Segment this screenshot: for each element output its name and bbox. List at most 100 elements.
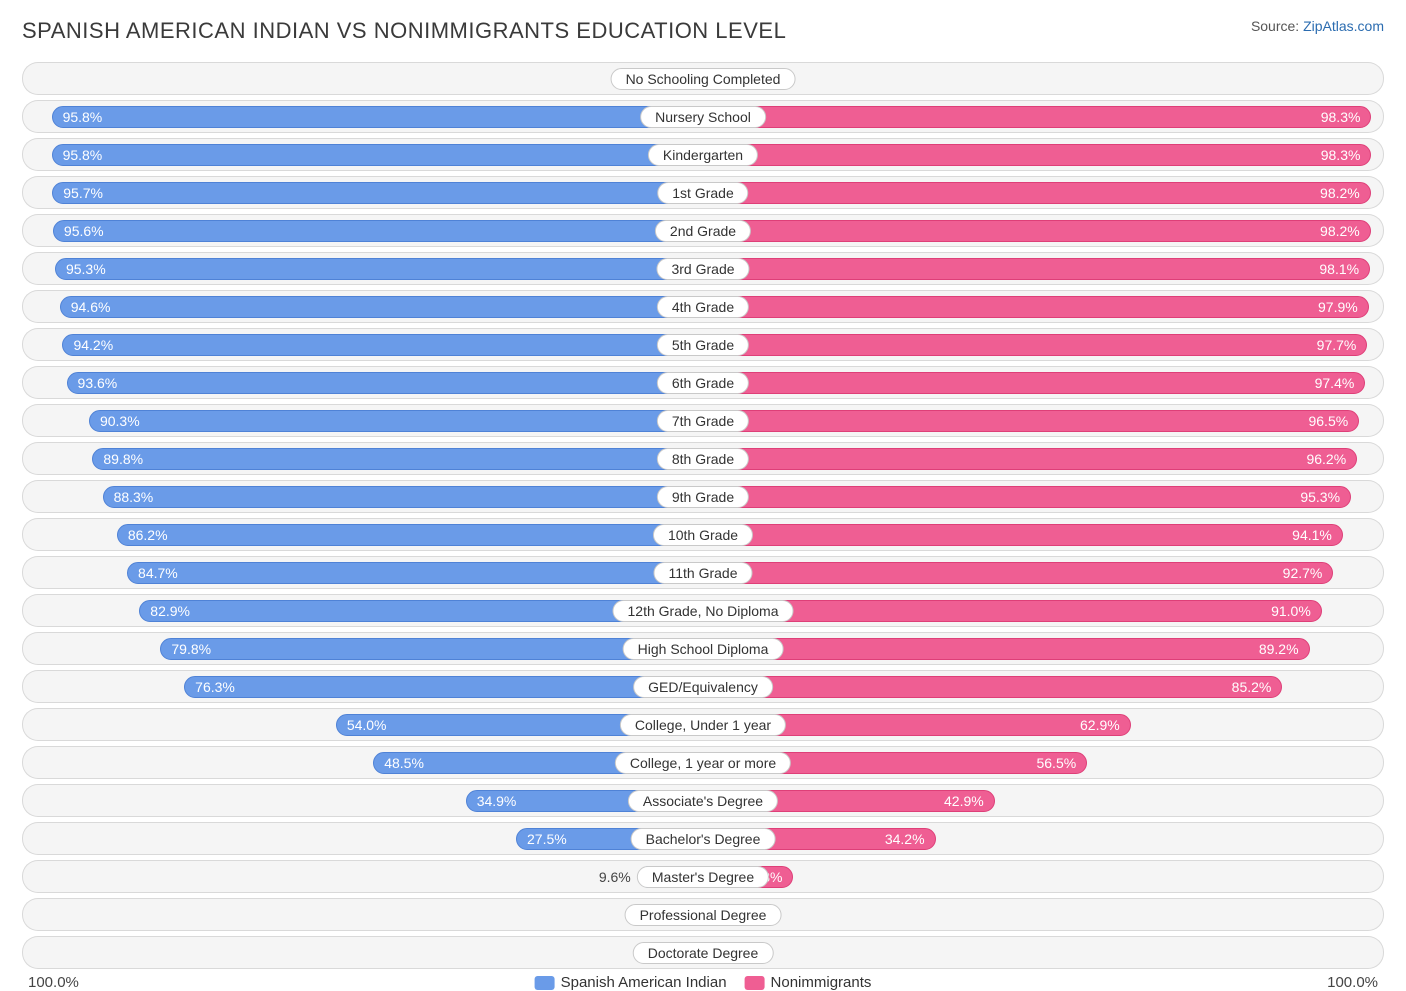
chart-row: 84.7% 92.7% 11th Grade xyxy=(22,556,1384,589)
bar-right-value: 98.2% xyxy=(1310,185,1370,201)
chart-row: 89.8% 96.2% 8th Grade xyxy=(22,442,1384,475)
chart-row: 79.8%89.2%High School Diploma xyxy=(22,632,1384,665)
chart-track-left: 95.8% xyxy=(22,138,703,171)
category-label: 12th Grade, No Diploma xyxy=(613,600,794,622)
chart-row: 82.9% 91.0% 12th Grade, No Diploma xyxy=(22,594,1384,627)
category-label: 4th Grade xyxy=(657,296,749,318)
bar-left: 76.3% xyxy=(184,676,703,698)
chart-track-right: 98.1% xyxy=(703,252,1384,285)
bar-left-value: 27.5% xyxy=(517,831,577,847)
bar-right-value: 62.9% xyxy=(1070,717,1130,733)
bar-right-value: 91.0% xyxy=(1261,603,1321,619)
chart-track-left: 4.2% xyxy=(22,62,703,95)
chart-track-right: 98.3% xyxy=(703,138,1384,171)
bar-right-value: 97.7% xyxy=(1307,337,1367,353)
chart-track-right: 94.1% xyxy=(703,518,1384,551)
chart-track-right: 34.2% xyxy=(703,822,1384,855)
bar-left: 94.6% xyxy=(60,296,703,318)
bar-left: 95.3% xyxy=(55,258,703,280)
bar-left: 84.7% xyxy=(127,562,703,584)
category-label: Nursery School xyxy=(640,106,766,128)
chart-track-right: 62.9% xyxy=(703,708,1384,741)
category-label: 11th Grade xyxy=(653,562,752,584)
chart-row: 27.5%34.2%Bachelor's Degree xyxy=(22,822,1384,855)
bar-left: 86.2% xyxy=(117,524,703,546)
category-label: 6th Grade xyxy=(657,372,749,394)
bar-right-value: 92.7% xyxy=(1273,565,1333,581)
chart-row: 9.6%13.3%Master's Degree xyxy=(22,860,1384,893)
bar-right: 98.3% xyxy=(703,144,1371,166)
chart-track-right: 98.2% xyxy=(703,214,1384,247)
category-label: Master's Degree xyxy=(637,866,769,888)
chart-track-right: 3.9% xyxy=(703,898,1384,931)
chart-track-right: 1.7% xyxy=(703,936,1384,969)
chart-track-left: 27.5% xyxy=(22,822,703,855)
bar-left-value: 76.3% xyxy=(185,679,245,695)
chart-track-left: 76.3% xyxy=(22,670,703,703)
category-label: 2nd Grade xyxy=(655,220,751,242)
bar-left-value: 82.9% xyxy=(140,603,200,619)
category-label: College, Under 1 year xyxy=(620,714,786,736)
bar-right-value: 95.3% xyxy=(1290,489,1350,505)
chart-track-right: 42.9% xyxy=(703,784,1384,817)
category-label: 10th Grade xyxy=(653,524,753,546)
bar-right-value: 56.5% xyxy=(1026,755,1086,771)
bar-left: 79.8% xyxy=(160,638,703,660)
bar-right-value: 98.3% xyxy=(1311,147,1371,163)
category-label: 5th Grade xyxy=(657,334,749,356)
chart-title: SPANISH AMERICAN INDIAN VS NONIMMIGRANTS… xyxy=(22,18,786,44)
chart-track-left: 48.5% xyxy=(22,746,703,779)
bar-right-value: 96.5% xyxy=(1298,413,1358,429)
chart-track-left: 95.6% xyxy=(22,214,703,247)
chart-track-right: 1.8% xyxy=(703,62,1384,95)
chart-row: 2.7%3.9%Professional Degree xyxy=(22,898,1384,931)
bar-left-value: 95.8% xyxy=(53,109,113,125)
chart-row: 86.2% 94.1% 10th Grade xyxy=(22,518,1384,551)
bar-left: 95.7% xyxy=(52,182,703,204)
bar-right: 97.4% xyxy=(703,372,1365,394)
bar-right-value: 97.9% xyxy=(1308,299,1368,315)
chart-track-left: 89.8% xyxy=(22,442,703,475)
chart-row: 95.7%98.2%1st Grade xyxy=(22,176,1384,209)
bar-right-value: 96.2% xyxy=(1296,451,1356,467)
bar-left: 94.2% xyxy=(62,334,703,356)
bar-right: 97.9% xyxy=(703,296,1369,318)
bar-left: 95.8% xyxy=(52,144,703,166)
chart-track-left: 9.6% xyxy=(22,860,703,893)
chart-track-left: 2.7% xyxy=(22,898,703,931)
chart-track-left: 86.2% xyxy=(22,518,703,551)
chart-track-left: 93.6% xyxy=(22,366,703,399)
chart-row: 90.3%96.5%7th Grade xyxy=(22,404,1384,437)
chart-row: 95.8%98.3%Kindergarten xyxy=(22,138,1384,171)
category-label: 8th Grade xyxy=(657,448,749,470)
bar-left-value: 94.6% xyxy=(61,299,121,315)
bar-left-value: 34.9% xyxy=(467,793,527,809)
chart-row: 95.6% 98.2% 2nd Grade xyxy=(22,214,1384,247)
source-link[interactable]: ZipAtlas.com xyxy=(1303,18,1384,34)
chart-row: 95.3%98.1%3rd Grade xyxy=(22,252,1384,285)
bar-right: 89.2% xyxy=(703,638,1310,660)
legend-label-right: Nonimmigrants xyxy=(771,974,872,991)
bar-right-value: 98.2% xyxy=(1310,223,1370,239)
chart-track-right: 98.3% xyxy=(703,100,1384,133)
bar-right: 98.2% xyxy=(703,220,1371,242)
category-label: GED/Equivalency xyxy=(633,676,773,698)
chart-track-left: 95.8% xyxy=(22,100,703,133)
category-label: College, 1 year or more xyxy=(615,752,791,774)
chart-track-left: 1.1% xyxy=(22,936,703,969)
bar-left-value: 95.3% xyxy=(56,261,116,277)
bar-left-value: 9.6% xyxy=(599,869,639,885)
chart-track-left: 90.3% xyxy=(22,404,703,437)
chart-track-right: 56.5% xyxy=(703,746,1384,779)
bar-left: 95.8% xyxy=(52,106,703,128)
diverging-bar-chart: 4.2%1.8%No Schooling Completed95.8%98.3%… xyxy=(22,62,1384,969)
chart-track-right: 97.9% xyxy=(703,290,1384,323)
category-label: No Schooling Completed xyxy=(611,68,796,90)
chart-row: 1.1%1.7%Doctorate Degree xyxy=(22,936,1384,969)
bar-right: 85.2% xyxy=(703,676,1282,698)
chart-row: 94.6% 97.9% 4th Grade xyxy=(22,290,1384,323)
bar-right-value: 94.1% xyxy=(1282,527,1342,543)
legend-swatch-right xyxy=(745,976,765,990)
chart-track-right: 91.0% xyxy=(703,594,1384,627)
chart-track-right: 97.7% xyxy=(703,328,1384,361)
